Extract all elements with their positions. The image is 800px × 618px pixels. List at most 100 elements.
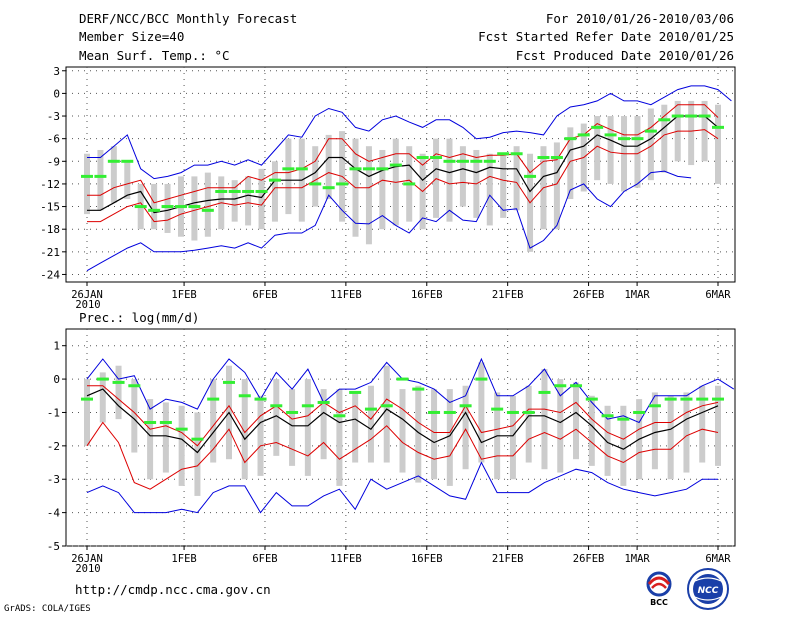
median-mark: [94, 174, 107, 178]
x-tick-label: 11FEB: [330, 553, 362, 565]
x-tick-label: 21FEB: [492, 553, 524, 565]
forecast-period: For 2010/01/26-2010/03/06: [545, 11, 734, 26]
spread-box: [194, 412, 201, 496]
spread-box: [271, 161, 278, 222]
x-tick-label: 11FEB: [330, 289, 362, 301]
y-tick-label: -4: [47, 507, 61, 520]
spread-box: [715, 104, 721, 184]
spread-box: [257, 395, 264, 476]
median-mark: [188, 205, 201, 209]
median-mark: [175, 427, 188, 431]
median-mark: [685, 114, 698, 118]
x-tick-label: 1MAR: [624, 289, 650, 301]
grads-credit: GrADS: COLA/IGES: [4, 604, 91, 614]
median-mark: [362, 167, 375, 171]
ensemble-max-line: [86, 357, 735, 424]
median-mark: [107, 159, 120, 163]
spread-box: [667, 395, 674, 480]
source-url: http://cmdp.ncc.cma.gov.cn: [75, 582, 271, 597]
median-mark: [538, 390, 551, 394]
median-mark: [658, 118, 671, 122]
median-mark: [550, 156, 563, 160]
spread-box: [231, 180, 238, 222]
spread-box: [99, 372, 106, 423]
ncc-logo: NCC: [687, 568, 729, 610]
y-tick-label: 1: [53, 340, 60, 353]
spread-box: [289, 389, 296, 466]
spread-box: [541, 369, 548, 470]
spread-box: [399, 389, 406, 473]
x-tick-label: 26FEB: [573, 553, 605, 565]
spread-box: [204, 172, 211, 237]
median-mark: [475, 377, 488, 381]
median-mark: [161, 205, 174, 209]
y-tick-label: -21: [40, 246, 60, 259]
median-mark: [564, 137, 577, 141]
spread-box: [446, 389, 453, 486]
median-mark: [554, 384, 567, 388]
median-mark: [712, 397, 724, 401]
spread-box: [446, 138, 453, 222]
x-tick-label: 16FEB: [411, 553, 443, 565]
spread-box: [509, 395, 516, 480]
spread-box: [273, 379, 280, 456]
y-tick-label: -9: [47, 155, 60, 168]
median-mark: [585, 397, 598, 401]
median-mark: [396, 377, 409, 381]
spread-box: [178, 405, 185, 486]
spread-box: [557, 379, 564, 473]
median-mark: [459, 404, 472, 408]
median-mark: [491, 407, 504, 411]
median-mark: [483, 159, 496, 163]
median-mark: [333, 414, 346, 418]
spread-box: [304, 379, 311, 476]
median-mark: [712, 125, 724, 129]
spread-box: [553, 142, 560, 230]
median-mark: [295, 167, 308, 171]
started-date: Fcst Started Refer Date 2010/01/25: [478, 29, 734, 44]
spread-box: [688, 100, 695, 166]
svg-text:NCC: NCC: [698, 586, 719, 596]
spread-box: [594, 116, 601, 181]
median-mark: [128, 384, 141, 388]
median-mark: [96, 377, 109, 381]
upper-red-line: [87, 385, 719, 447]
median-mark: [389, 163, 402, 167]
ensemble-min-line: [86, 461, 718, 514]
spread-box: [367, 385, 374, 463]
x-tick-label: 6MAR: [705, 553, 731, 565]
spread-box: [683, 392, 690, 473]
lower-red-line: [87, 104, 719, 204]
x-tick-label: 26FEB: [573, 289, 605, 301]
spread-box: [500, 153, 507, 218]
median-mark: [322, 186, 335, 190]
spread-box: [573, 382, 580, 460]
x-tick-label: 6MAR: [705, 289, 731, 301]
spread-box: [365, 146, 372, 245]
spread-box: [607, 116, 614, 184]
y-tick-label: -18: [40, 223, 60, 236]
spread-box: [191, 176, 198, 241]
spread-box: [383, 365, 390, 463]
y-tick-label: -12: [40, 178, 60, 191]
spread-box: [701, 100, 708, 162]
x-tick-label: 1MAR: [624, 553, 650, 565]
spread-box: [661, 104, 668, 173]
ensemble-min-line: [87, 85, 732, 180]
header-title: DERF/NCC/BCC Monthly Forecast: [79, 11, 298, 26]
x-tick-label: 1FEB: [171, 289, 196, 301]
bcc-logo: BCC: [646, 571, 672, 607]
median-mark: [364, 407, 377, 411]
median-mark: [570, 384, 583, 388]
produced-date: Fcst Produced Date 2010/01/26: [515, 48, 734, 63]
x-tick-label: 21FEB: [492, 289, 524, 301]
median-mark: [349, 390, 362, 394]
median-mark: [644, 129, 657, 133]
lower-red-line: [86, 421, 719, 490]
x-tick-label: 26JAN: [71, 553, 103, 565]
y-tick-label: -1: [47, 406, 60, 419]
median-mark: [222, 380, 235, 384]
median-mark: [349, 167, 362, 171]
spread-box: [352, 392, 359, 463]
median-mark: [174, 205, 187, 209]
